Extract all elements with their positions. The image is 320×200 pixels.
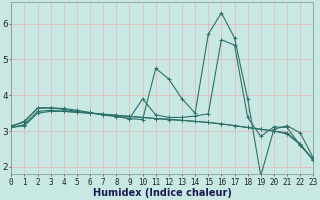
X-axis label: Humidex (Indice chaleur): Humidex (Indice chaleur) [93,188,232,198]
